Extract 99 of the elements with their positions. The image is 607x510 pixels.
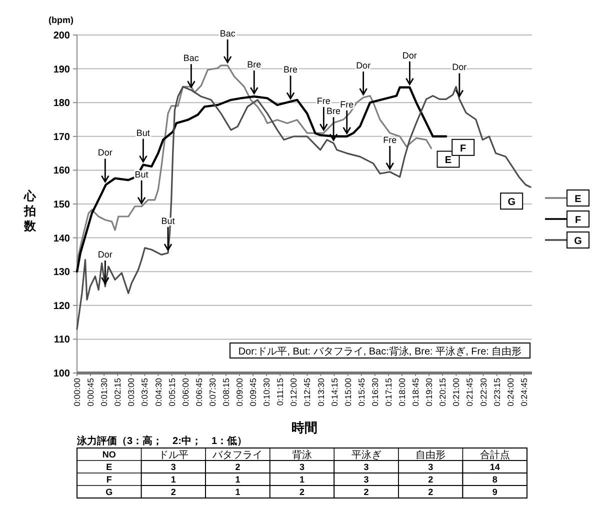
data-label: 1	[235, 487, 240, 497]
x-tick-label: 0:01:30	[99, 378, 110, 406]
chart-title: 泳力評価（3：高； 2:中； 1：低）	[76, 435, 248, 447]
annotation: Dor:ドル平, But: バタフライ, Bac:背泳, Bre: 平泳ぎ, Fre: 自由形	[238, 346, 522, 358]
x-tick-label: 0:07:30	[207, 378, 218, 406]
x-tick-label: 0:06:45	[194, 378, 204, 406]
x-tick-label: ドル平	[158, 450, 188, 461]
x-tick-label: 0:18:45	[410, 378, 421, 406]
data-label: 1	[235, 474, 240, 484]
annotation: Dor	[98, 249, 112, 260]
text: F	[460, 143, 466, 154]
annotation: Bre	[284, 64, 298, 75]
data-label: 3	[364, 462, 369, 472]
y-axis-title: NO	[102, 450, 116, 460]
x-tick-label: 0:00:45	[86, 378, 96, 406]
x-tick-label: 0:19:30	[424, 378, 434, 406]
annotation: Fre	[383, 134, 397, 145]
x-tick-label: バタフライ	[212, 450, 263, 461]
x-tick-label: 0:12:45	[302, 378, 312, 406]
text: (bpm)	[48, 15, 74, 25]
legend-label: G	[574, 236, 582, 247]
annotation: Dor	[98, 148, 112, 158]
data-label: 3	[364, 474, 369, 484]
data-label: 14	[490, 462, 500, 472]
x-tick-label: 0:21:45	[464, 378, 475, 406]
x-tick-label: 0:08:15	[220, 378, 231, 406]
x-tick-label: 0:04:30	[153, 378, 164, 406]
legend-label: F	[574, 215, 582, 226]
y-tick-label: E	[106, 462, 112, 472]
annotation: Bac	[183, 53, 200, 64]
x-tick-label: 0:21:00	[451, 378, 462, 406]
y-tick-label: 160	[53, 166, 70, 177]
y-tick-label: 130	[53, 267, 70, 278]
annotation: Dor	[402, 50, 417, 60]
x-tick-label: 0:09:00	[234, 378, 244, 406]
data-label: 2	[170, 487, 176, 497]
x-tick-label: 0:24:45	[518, 378, 529, 406]
x-tick-label: 0:14:15	[329, 378, 340, 406]
x-tick-label: 合計点	[480, 449, 510, 461]
annotation: But	[136, 128, 150, 138]
annotation: Fre	[316, 96, 330, 106]
x-tick-label: 0:11:15	[275, 378, 286, 406]
annotation: Bre	[247, 60, 262, 70]
data-label: 2	[364, 487, 369, 497]
x-tick-label: 0:06:00	[180, 378, 190, 406]
x-tick-label: 0:23:15	[492, 378, 502, 406]
y-tick-label: 170	[53, 132, 70, 143]
x-tick-label: 0:00:00	[72, 378, 82, 406]
x-tick-label: 0:10:30	[262, 378, 272, 406]
text: G	[508, 197, 516, 208]
x-tick-label: 0:13:30	[316, 378, 326, 406]
x-tick-label: 0:18:00	[397, 378, 407, 406]
x-tick-label: 0:15:00	[342, 378, 353, 406]
data-label: 2	[428, 474, 434, 484]
annotation: Bac	[220, 28, 236, 38]
x-tick-label: 0:16:30	[370, 378, 380, 406]
data-label: 9	[492, 487, 498, 497]
x-tick-label: 0:05:15	[166, 378, 177, 406]
x-tick-label: 0:12:00	[288, 378, 299, 406]
annotation: Dor	[452, 62, 467, 72]
y-tick-label: 120	[53, 300, 70, 312]
data-label: 2	[299, 487, 305, 497]
line-series	[76, 86, 532, 330]
y-tick-label: 200	[53, 30, 70, 42]
y-tick-label: 190	[53, 64, 70, 76]
x-tick-label: 0:24:00	[505, 378, 516, 406]
data-label: 2	[428, 487, 434, 497]
x-tick-label: 0:17:15	[383, 378, 394, 406]
data-label: 3	[428, 462, 434, 472]
x-tick-label: 0:15:45	[356, 378, 366, 406]
y-tick-label: 100	[53, 368, 70, 380]
y-tick-label: 180	[53, 98, 70, 110]
data-label: 1	[299, 474, 305, 484]
text: E	[444, 155, 452, 166]
x-tick-label: 0:03:45	[140, 378, 150, 406]
data-label: 1	[170, 474, 176, 484]
data-label: 3	[170, 462, 176, 472]
annotation: Dor	[356, 60, 371, 71]
data-label: 3	[299, 462, 305, 472]
data-label: 8	[492, 474, 498, 484]
x-tick-label: 0:02:15	[112, 378, 123, 406]
data-label: 2	[235, 462, 240, 472]
x-axis-title: 時間	[292, 420, 318, 435]
y-tick-label: F	[106, 474, 112, 484]
annotation: Bre	[326, 106, 341, 116]
y-tick-label: 110	[54, 334, 70, 346]
x-tick-label: 0:09:45	[248, 378, 258, 406]
legend-label: E	[574, 194, 582, 205]
x-tick-label: 0:03:00	[126, 378, 136, 406]
y-tick-label: G	[106, 487, 113, 497]
x-tick-label: 0:20:15	[438, 378, 448, 406]
x-tick-label: 0:22:30	[478, 378, 488, 406]
annotation: Fre	[340, 99, 354, 110]
x-tick-label: 背泳	[292, 449, 312, 461]
y-tick-label: 140	[53, 233, 70, 244]
x-tick-label: 平泳ぎ	[351, 449, 382, 461]
x-tick-label: 自由形	[416, 449, 446, 461]
y-tick-label: 150	[53, 200, 70, 210]
y-axis-title: 心拍数	[23, 189, 37, 233]
